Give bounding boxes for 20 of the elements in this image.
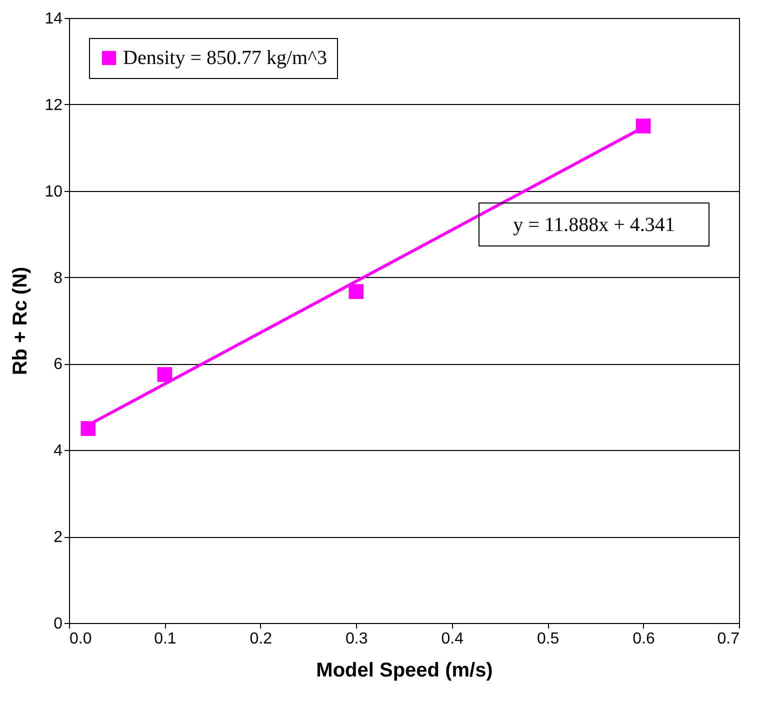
x-axis-title: Model Speed (m/s) xyxy=(316,660,493,682)
x-tick-label: 0.0 xyxy=(70,630,92,648)
y-tick-label: 10 xyxy=(44,183,63,200)
y-axis-title: Rb + Rc (N) xyxy=(10,266,32,376)
x-tick-label: 0.3 xyxy=(346,630,368,648)
y-tick-label: 2 xyxy=(54,529,63,546)
x-tick-label: 0.6 xyxy=(632,630,656,648)
y-tick-label: 12 xyxy=(44,96,63,114)
annotation: y = 11.888x + 4.341 xyxy=(513,214,675,236)
x-tick-label: 0.2 xyxy=(250,630,272,648)
x-tick-label: 0.1 xyxy=(154,630,176,648)
x-tick-label: 0.4 xyxy=(441,630,464,648)
y-tick-label: 8 xyxy=(54,270,63,287)
y-tick-label: 4 xyxy=(54,442,63,460)
legend-label: Density = 850.77 kg/m^3 xyxy=(123,47,327,69)
y-tick-label: 0 xyxy=(54,616,63,632)
x-tick-label: 0.5 xyxy=(536,630,560,648)
y-tick-label: 14 xyxy=(44,10,63,28)
y-tick-label: 6 xyxy=(54,356,63,374)
x-tick-label: 0.7 xyxy=(717,630,740,648)
